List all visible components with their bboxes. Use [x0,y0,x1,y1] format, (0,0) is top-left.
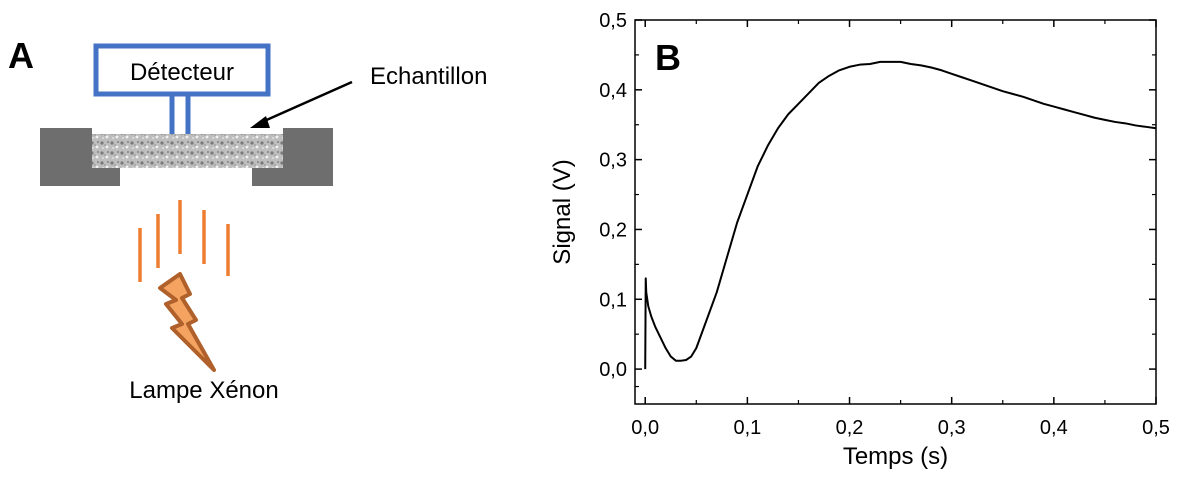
x-tick-label: 0,1 [733,417,761,439]
x-tick-label: 0,0 [631,417,659,439]
y-tick-label: 0,0 [599,359,627,381]
signal-line [644,60,1157,370]
y-axis-label: Signal (V) [549,159,576,264]
plot-area: 0,0 0,1 0,2 0,3 0,4 0,5 0,0 0,1 0,2 0,3 0,4 0,5 [599,10,1170,439]
lightning-bolt-icon [158,272,216,372]
sample-label: Echantillon [370,63,487,90]
y-tick-label: 0,4 [599,80,627,102]
sample [92,134,283,168]
x-tick-label: 0,3 [938,417,966,439]
x-tick-label: 0,4 [1040,417,1068,439]
sample-arrow [250,80,353,128]
chart-svg: 0,0 0,1 0,2 0,3 0,4 0,5 0,0 0,1 0,2 0,3 0,4 0,5 B T… [549,10,1170,470]
y-tick-label: 0,5 [599,10,627,32]
diagram-svg: A Détecteur Echantillon [8,35,487,404]
panel-a-label: A [8,35,34,76]
y-tick-label: 0,2 [599,219,627,241]
detector-box [93,43,271,97]
detector-label: Détecteur [130,59,234,86]
y-tick-label: 0,1 [599,289,627,311]
x-tick-label: 0,2 [836,417,864,439]
panel-b-label: B [655,37,681,78]
x-tick-label: 0,5 [1142,417,1170,439]
sample-holder [40,128,333,186]
y-tick-label: 0,3 [599,150,627,172]
x-axis-label: Temps (s) [843,443,948,470]
plot-frame [634,19,1157,405]
lamp-label: Lampe Xénon [129,377,278,404]
panel-a-diagram: A Détecteur Echantillon [0,0,560,478]
flash-rays [138,200,230,282]
panel-b-chart: 0,0 0,1 0,2 0,3 0,4 0,5 0,0 0,1 0,2 0,3 0,4 0,5 B T… [540,0,1181,478]
